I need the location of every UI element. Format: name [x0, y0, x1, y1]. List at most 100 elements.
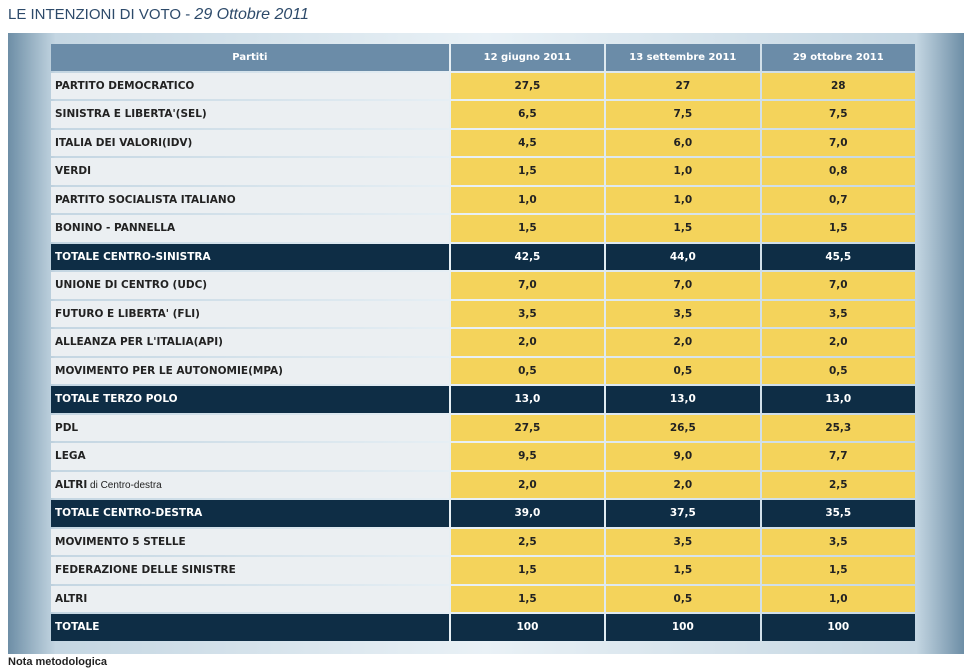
value-cell: 0,5	[606, 585, 760, 612]
total-value: 13,0	[761, 386, 915, 413]
table-row: PARTITO SOCIALISTA ITALIANO 1,0 1,0 0,7	[51, 186, 915, 213]
value-cell: 2,0	[450, 329, 605, 356]
table-row: ITALIA DEI VALORI(IDV) 4,5 6,0 7,0	[51, 129, 915, 156]
value-cell: 3,5	[761, 300, 915, 327]
value-cell: 25,3	[761, 414, 915, 441]
total-value: 44,0	[606, 243, 760, 270]
value-cell: 9,5	[450, 443, 605, 470]
value-cell: 1,0	[606, 158, 760, 185]
total-value: 37,5	[606, 500, 760, 527]
value-cell: 26,5	[606, 414, 760, 441]
total-value: 100	[761, 614, 915, 641]
value-cell: 7,5	[606, 101, 760, 128]
value-cell: 1,5	[450, 557, 605, 584]
page-title-date: 29 Ottobre 2011	[194, 6, 309, 23]
value-cell: 7,0	[761, 129, 915, 156]
total-value: 100	[606, 614, 760, 641]
value-cell: 3,5	[761, 528, 915, 555]
total-label: TOTALE	[51, 614, 449, 641]
value-cell: 1,0	[450, 186, 605, 213]
methodology-note-link[interactable]: Nota metodologica	[8, 656, 108, 668]
total-value: 13,0	[450, 386, 605, 413]
table-row: ALLEANZA PER L'ITALIA(API) 2,0 2,0 2,0	[51, 329, 915, 356]
total-value: 13,0	[606, 386, 760, 413]
total-value: 45,5	[761, 243, 915, 270]
party-name: UNIONE DI CENTRO (UDC)	[51, 272, 449, 299]
table-row: SINISTRA E LIBERTA'(SEL) 6,5 7,5 7,5	[51, 101, 915, 128]
column-header-date-1: 12 giugno 2011	[450, 44, 605, 71]
value-cell: 0,7	[761, 186, 915, 213]
table-row: BONINO - PANNELLA 1,5 1,5 1,5	[51, 215, 915, 242]
value-cell: 2,0	[606, 329, 760, 356]
party-name: LEGA	[51, 443, 449, 470]
value-cell: 2,0	[606, 471, 760, 498]
total-row-terzo-polo: TOTALE TERZO POLO 13,0 13,0 13,0	[51, 386, 915, 413]
total-row-centro-destra: TOTALE CENTRO-DESTRA 39,0 37,5 35,5	[51, 500, 915, 527]
column-header-partiti: Partiti	[51, 44, 449, 71]
party-name: PARTITO SOCIALISTA ITALIANO	[51, 186, 449, 213]
table-row: VERDI 1,5 1,0 0,8	[51, 158, 915, 185]
party-name-suffix: di Centro-destra	[87, 479, 162, 491]
value-cell: 1,5	[450, 215, 605, 242]
value-cell: 27,5	[450, 414, 605, 441]
page-title: LE INTENZIONI DI VOTO - 29 Ottobre 2011	[8, 5, 309, 25]
party-name-main: ALTRI	[55, 478, 88, 491]
party-name: ALTRI di Centro-destra	[51, 471, 449, 498]
total-value: 39,0	[450, 500, 605, 527]
value-cell: 27	[606, 72, 760, 99]
table-row: PARTITO DEMOCRATICO 27,5 27 28	[51, 72, 915, 99]
value-cell: 7,7	[761, 443, 915, 470]
party-name: PARTITO DEMOCRATICO	[51, 72, 449, 99]
column-header-date-3: 29 ottobre 2011	[761, 44, 915, 71]
total-label: TOTALE CENTRO-SINISTRA	[51, 243, 449, 270]
value-cell: 1,5	[606, 557, 760, 584]
value-cell: 7,0	[450, 272, 605, 299]
table-header-row: Partiti 12 giugno 2011 13 settembre 2011…	[51, 44, 915, 71]
table-row: LEGA 9,5 9,0 7,7	[51, 443, 915, 470]
party-name: ITALIA DEI VALORI(IDV)	[51, 129, 449, 156]
table-row: ALTRI 1,5 0,5 1,0	[51, 585, 915, 612]
party-name: ALLEANZA PER L'ITALIA(API)	[51, 329, 449, 356]
table-row: MOVIMENTO 5 STELLE 2,5 3,5 3,5	[51, 528, 915, 555]
value-cell: 2,0	[450, 471, 605, 498]
total-value: 35,5	[761, 500, 915, 527]
value-cell: 4,5	[450, 129, 605, 156]
value-cell: 0,5	[606, 357, 760, 384]
party-name: FEDERAZIONE DELLE SINISTRE	[51, 557, 449, 584]
party-name: MOVIMENTO 5 STELLE	[51, 528, 449, 555]
total-label: TOTALE TERZO POLO	[51, 386, 449, 413]
total-row-centro-sinistra: TOTALE CENTRO-SINISTRA 42,5 44,0 45,5	[51, 243, 915, 270]
table-row: FUTURO E LIBERTA' (FLI) 3,5 3,5 3,5	[51, 300, 915, 327]
value-cell: 0,8	[761, 158, 915, 185]
total-value: 42,5	[450, 243, 605, 270]
value-cell: 1,5	[606, 215, 760, 242]
party-name: FUTURO E LIBERTA' (FLI)	[51, 300, 449, 327]
value-cell: 1,5	[450, 158, 605, 185]
value-cell: 1,0	[761, 585, 915, 612]
value-cell: 2,0	[761, 329, 915, 356]
table-row: FEDERAZIONE DELLE SINISTRE 1,5 1,5 1,5	[51, 557, 915, 584]
table-row: PDL 27,5 26,5 25,3	[51, 414, 915, 441]
value-cell: 6,5	[450, 101, 605, 128]
party-name: SINISTRA E LIBERTA'(SEL)	[51, 101, 449, 128]
value-cell: 28	[761, 72, 915, 99]
value-cell: 0,5	[450, 357, 605, 384]
table-row: MOVIMENTO PER LE AUTONOMIE(MPA) 0,5 0,5 …	[51, 357, 915, 384]
value-cell: 3,5	[606, 300, 760, 327]
value-cell: 7,5	[761, 101, 915, 128]
value-cell: 1,5	[761, 557, 915, 584]
table-row: ALTRI di Centro-destra 2,0 2,0 2,5	[51, 471, 915, 498]
total-label: TOTALE CENTRO-DESTRA	[51, 500, 449, 527]
poll-table: Partiti 12 giugno 2011 13 settembre 2011…	[49, 42, 917, 643]
value-cell: 1,0	[606, 186, 760, 213]
column-header-date-2: 13 settembre 2011	[606, 44, 760, 71]
value-cell: 2,5	[450, 528, 605, 555]
value-cell: 2,5	[761, 471, 915, 498]
total-row-grand: TOTALE 100 100 100	[51, 614, 915, 641]
table-row: UNIONE DI CENTRO (UDC) 7,0 7,0 7,0	[51, 272, 915, 299]
value-cell: 7,0	[761, 272, 915, 299]
page-title-text: LE INTENZIONI DI VOTO -	[8, 6, 195, 23]
party-name: MOVIMENTO PER LE AUTONOMIE(MPA)	[51, 357, 449, 384]
value-cell: 9,0	[606, 443, 760, 470]
party-name: BONINO - PANNELLA	[51, 215, 449, 242]
